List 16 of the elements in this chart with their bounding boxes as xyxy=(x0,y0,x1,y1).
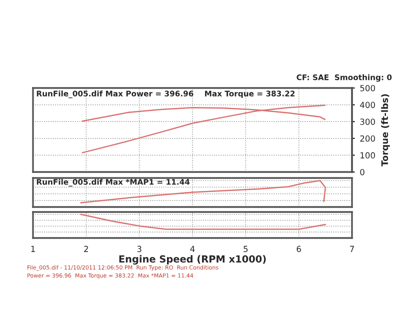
y2-tick-label: 300 xyxy=(360,118,375,125)
x-tick-label: 3 xyxy=(137,246,142,252)
x-tick-label: 4 xyxy=(190,246,195,252)
x-tick-label: 7 xyxy=(350,246,354,252)
y2-tick-label: 0 xyxy=(360,168,364,176)
x-tick-label: 6 xyxy=(296,246,301,252)
x-axis-title: Engine Speed (RPM x1000) xyxy=(119,255,266,265)
x-tick-label: 5 xyxy=(244,246,248,252)
x-tick-label: 1 xyxy=(31,246,35,252)
y2-axis-title: Torque (ft-lbs) xyxy=(381,94,390,166)
y2-tick-label: 500 xyxy=(360,84,375,92)
x-tick-label: 2 xyxy=(84,246,88,252)
y2-tick-label: 400 xyxy=(360,102,375,108)
y2-tick-label: 100 xyxy=(360,152,375,158)
y2-tick-label: 200 xyxy=(360,135,375,142)
line-series xyxy=(82,104,326,154)
